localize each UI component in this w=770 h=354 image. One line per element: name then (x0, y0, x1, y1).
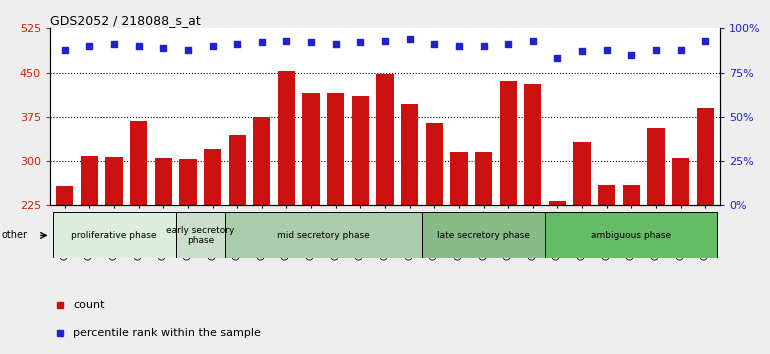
Point (59, 47, 71, 52)
Bar (648, 128, 665, 205)
Point (625, 52, 638, 58)
Bar (253, 117, 270, 205)
Bar (303, 93, 320, 205)
Text: early secretory
phase: early secretory phase (166, 226, 235, 245)
Point (379, 38, 391, 44)
Bar (697, 108, 714, 205)
Point (182, 47, 194, 52)
Point (231, 41, 243, 47)
Point (502, 41, 514, 47)
Point (477, 43, 490, 49)
Point (403, 36, 416, 42)
Point (699, 38, 711, 44)
Bar (52, 212, 176, 258)
Text: mid secretory phase: mid secretory phase (277, 231, 370, 240)
Bar (225, 212, 422, 258)
Point (601, 47, 613, 52)
Point (108, 41, 120, 47)
Bar (105, 157, 122, 205)
Bar (176, 212, 225, 258)
Text: ambiguous phase: ambiguous phase (591, 231, 671, 240)
Bar (327, 93, 344, 205)
Bar (524, 84, 541, 205)
Point (280, 38, 293, 44)
Point (527, 38, 539, 44)
Point (354, 40, 367, 45)
Bar (426, 123, 443, 205)
Point (256, 40, 268, 45)
Bar (422, 212, 545, 258)
Bar (672, 158, 689, 205)
Point (305, 40, 317, 45)
Bar (81, 156, 98, 205)
Text: percentile rank within the sample: percentile rank within the sample (73, 327, 261, 338)
Bar (130, 121, 147, 205)
Bar (377, 74, 393, 205)
Text: other: other (2, 230, 28, 240)
Bar (278, 71, 295, 205)
Point (675, 47, 687, 52)
Point (132, 43, 145, 49)
Bar (352, 96, 369, 205)
Bar (549, 201, 566, 205)
Text: count: count (73, 299, 105, 310)
Point (330, 41, 342, 47)
Point (551, 56, 564, 61)
Bar (598, 185, 615, 205)
Bar (229, 135, 246, 205)
Text: GDS2052 / 218088_s_at: GDS2052 / 218088_s_at (50, 14, 201, 27)
Bar (204, 149, 221, 205)
Point (453, 43, 465, 49)
Bar (179, 159, 196, 205)
Text: late secretory phase: late secretory phase (437, 231, 530, 240)
Bar (56, 186, 73, 205)
Point (157, 45, 169, 51)
Bar (475, 152, 492, 205)
Bar (545, 212, 718, 258)
Text: proliferative phase: proliferative phase (72, 231, 157, 240)
Point (206, 43, 219, 49)
Point (428, 41, 440, 47)
Bar (574, 142, 591, 205)
Point (83, 43, 95, 49)
Bar (450, 152, 467, 205)
Bar (155, 158, 172, 205)
Point (650, 47, 662, 52)
Bar (500, 81, 517, 205)
Bar (401, 104, 418, 205)
Point (576, 48, 588, 54)
Bar (623, 185, 640, 205)
